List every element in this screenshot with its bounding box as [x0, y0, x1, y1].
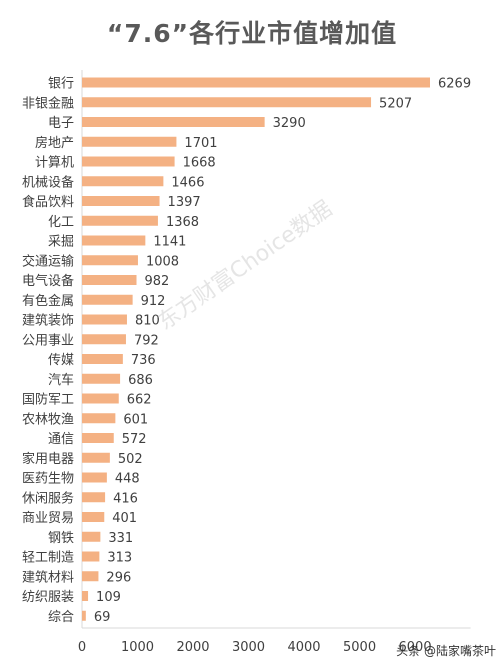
category-label: 银行: [48, 77, 74, 92]
data-label: 601: [123, 412, 148, 427]
category-label: 交通运输: [22, 253, 74, 269]
bar: [82, 512, 105, 522]
data-label: 69: [94, 610, 111, 625]
data-label: 6269: [438, 77, 471, 92]
x-tick-label: 5000: [343, 640, 376, 655]
data-label: 401: [112, 511, 137, 526]
bar: [82, 413, 116, 424]
category-label: 采掘: [48, 235, 74, 250]
data-label: 502: [118, 452, 143, 467]
bar: [82, 215, 158, 226]
category-label: 建筑装饰: [22, 313, 74, 329]
x-tick-label: 6000: [399, 640, 432, 655]
category-label: 通信: [48, 432, 74, 447]
bar: [82, 373, 121, 384]
bar: [82, 452, 110, 463]
bar: [82, 571, 99, 582]
category-label: 家用电器: [22, 451, 74, 467]
category-label: 有色金属: [22, 293, 74, 309]
bar: [82, 472, 107, 483]
category-label: 房地产: [35, 135, 74, 151]
category-label: 国防军工: [22, 392, 74, 408]
category-label: 非银金融: [22, 95, 74, 111]
bar: [82, 393, 119, 404]
data-label: 313: [107, 551, 132, 566]
bar: [82, 354, 123, 364]
category-label: 钢铁: [48, 531, 74, 546]
category-label: 电气设备: [22, 273, 74, 289]
data-label: 792: [134, 333, 159, 348]
bar: [82, 294, 133, 305]
data-label: 1397: [168, 195, 201, 210]
bar: [82, 117, 265, 127]
bar: [82, 492, 106, 503]
data-label: 1368: [166, 215, 199, 230]
bar: [82, 551, 100, 562]
x-tick-label: 4000: [287, 640, 320, 655]
bar: [82, 314, 127, 325]
bar: [82, 433, 114, 443]
category-label: 综合: [48, 610, 74, 625]
footer-credit: 头条 @陆家嘴茶叶: [396, 644, 496, 658]
chart-title: “7.6”各行业市值增加值: [106, 19, 398, 48]
data-label: 296: [106, 570, 131, 585]
data-label: 662: [127, 393, 152, 408]
category-label: 汽车: [48, 372, 74, 388]
data-label: 331: [108, 531, 133, 546]
data-label: 416: [113, 491, 138, 506]
category-label: 医药生物: [22, 472, 74, 487]
x-tick-label: 2000: [176, 640, 209, 655]
data-label: 1668: [183, 156, 216, 171]
category-label: 纺织服装: [22, 590, 74, 605]
category-label: 食品饮料: [22, 194, 74, 210]
category-label: 传媒: [48, 353, 74, 368]
category-label: 公用事业: [22, 333, 74, 348]
bar: [82, 334, 126, 345]
bar: [82, 531, 101, 542]
category-label: 机械设备: [22, 174, 74, 190]
bar: [82, 176, 164, 187]
bar: [82, 77, 430, 88]
data-label: 1141: [153, 235, 186, 250]
x-tick-label: 1000: [121, 640, 154, 655]
bar: [82, 235, 146, 246]
data-label: 109: [96, 590, 121, 605]
category-label: 商业贸易: [22, 511, 74, 526]
bar: [82, 591, 89, 601]
data-label: 912: [141, 294, 166, 309]
data-label: 448: [115, 472, 140, 487]
data-label: 1466: [171, 175, 204, 190]
data-label: 686: [128, 373, 153, 388]
bar: [82, 255, 138, 266]
x-tick-label: 0: [78, 640, 86, 655]
data-label: 1701: [184, 136, 217, 151]
category-label: 建筑材料: [22, 569, 74, 585]
bar: [82, 97, 372, 108]
data-label: 810: [135, 314, 160, 329]
data-label: 3290: [273, 116, 306, 131]
category-label: 化工: [48, 215, 74, 230]
data-label: 982: [145, 274, 170, 289]
data-label: 5207: [379, 96, 412, 111]
bar: [82, 196, 160, 206]
data-label: 572: [122, 432, 147, 447]
bar: [82, 275, 137, 285]
x-tick-label: 3000: [232, 640, 265, 655]
category-label: 休闲服务: [22, 490, 74, 506]
category-label: 农林牧渔: [22, 412, 74, 427]
category-label: 电子: [48, 116, 74, 131]
bar: [82, 156, 175, 167]
bar: [82, 136, 177, 147]
bar: [82, 610, 86, 621]
category-label: 计算机: [35, 156, 74, 171]
category-label: 轻工制造: [22, 551, 74, 566]
data-label: 736: [131, 353, 156, 368]
data-label: 1008: [146, 254, 179, 269]
